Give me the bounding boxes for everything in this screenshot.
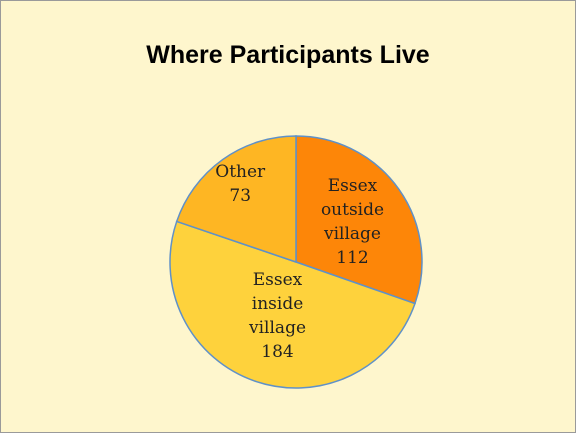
pie-slice bbox=[169, 220, 416, 389]
category-label: Essex inside village bbox=[249, 269, 307, 338]
value-label: 112 bbox=[336, 247, 369, 268]
category-label: Other bbox=[215, 162, 266, 183]
pie-slice bbox=[175, 135, 297, 264]
pie-slice bbox=[295, 135, 423, 305]
category-label: Essex outside village bbox=[320, 175, 385, 244]
value-label: 184 bbox=[261, 341, 294, 362]
slice-label: Other 73 bbox=[200, 160, 280, 208]
chart-title: Where Participants Live bbox=[146, 41, 430, 69]
slice-label: Essex outside village 112 bbox=[313, 174, 393, 270]
slice-label: Essex inside village 184 bbox=[238, 268, 318, 364]
value-label: 73 bbox=[229, 186, 252, 207]
